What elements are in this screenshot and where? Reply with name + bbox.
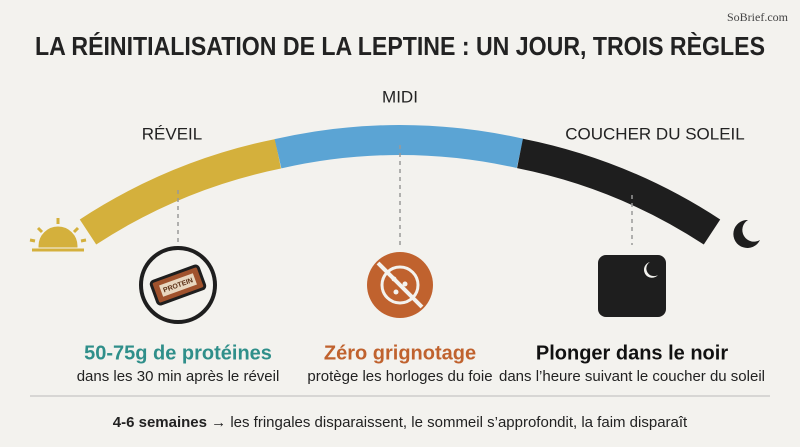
connectors (177, 145, 633, 245)
arc-morning (79, 139, 282, 245)
label-middle: MIDI (382, 87, 418, 106)
rule-headline: Zéro grignotage (324, 342, 476, 364)
footer: 4-6 semaines → les fringales disparaisse… (113, 414, 688, 431)
title: LA RÉINITIALISATION DE LA LEPTINE : UN J… (35, 31, 765, 61)
footer-emphasis: 4-6 semaines (113, 414, 207, 431)
day-arc (79, 125, 721, 245)
rule-headline: Plonger dans le noir (536, 342, 728, 364)
sun-icon (29, 218, 87, 252)
label-end: COUCHER DU SOLEIL (565, 124, 744, 143)
watermark: SoBrief.com (727, 10, 789, 24)
dark-room-icon (598, 255, 666, 317)
footer-text: → les fringales disparaissent, le sommei… (211, 414, 688, 431)
rule-detail: dans les 30 min après le réveil (77, 368, 280, 385)
protein-icon: PROTEIN (139, 246, 217, 324)
rule-headline: 50-75g de protéines (84, 342, 272, 364)
rule-detail: dans l’heure suivant le coucher du solei… (499, 368, 765, 385)
arc-midday (274, 125, 524, 169)
moon-icon (733, 219, 760, 248)
label-start: RÉVEIL (142, 124, 202, 143)
no-snack-icon (367, 252, 433, 318)
arc-evening (517, 138, 721, 245)
rule-detail: protège les horloges du foie (307, 368, 492, 385)
